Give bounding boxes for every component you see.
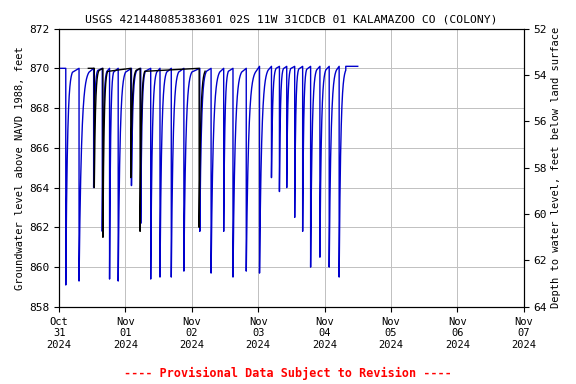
Title: USGS 421448085383601 02S 11W 31CDCB 01 KALAMAZOO CO (COLONY): USGS 421448085383601 02S 11W 31CDCB 01 K… bbox=[85, 15, 498, 25]
Y-axis label: Groundwater level above NAVD 1988, feet: Groundwater level above NAVD 1988, feet bbox=[15, 46, 25, 290]
Text: ---- Provisional Data Subject to Revision ----: ---- Provisional Data Subject to Revisio… bbox=[124, 367, 452, 380]
Y-axis label: Depth to water level, feet below land surface: Depth to water level, feet below land su… bbox=[551, 27, 561, 308]
